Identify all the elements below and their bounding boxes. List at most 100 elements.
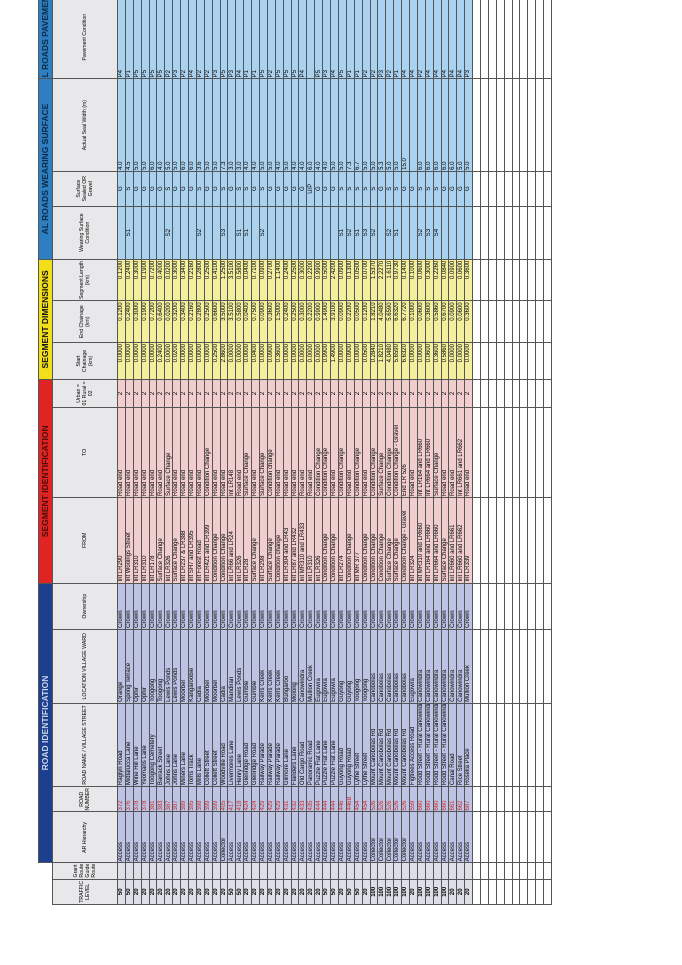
cell-to: Road end [362, 407, 370, 498]
cell-wearing-surface-condition [283, 206, 292, 260]
empty-cell [535, 583, 544, 630]
cell-segment-length: 2.4200 [330, 259, 339, 301]
cell-end-chainage: 0.0900 [259, 300, 268, 343]
cell-to: Road end [133, 407, 142, 498]
column-header-row: TRAFFIC LEVEL Grant Route Guide Route AR H… [52, 0, 118, 905]
empty-cell [504, 862, 513, 880]
cell-surface-type: S [362, 171, 370, 207]
cell-end-chainage: 0.2800 [196, 300, 205, 343]
cell-from: Int LR28 [243, 497, 252, 584]
cell-location: Lewis Ponds [235, 629, 244, 704]
cell-surface-type: G [227, 171, 236, 207]
cell-ownership: Crown [464, 583, 473, 630]
cell-surface-type: G [322, 171, 331, 207]
cell-location: Orange [117, 629, 126, 704]
cell-ar-hierarchy: Access [448, 812, 457, 863]
cell-grant-route [141, 862, 150, 880]
cell-from: Condition Change [212, 497, 221, 584]
cell-location: Mandiran [227, 629, 236, 704]
cell-start-chainage: 0.0000 [464, 342, 473, 380]
cell-grant-route [385, 862, 394, 880]
cell-end-chainage: 3.9100 [330, 300, 339, 343]
empty-cell [543, 812, 552, 863]
empty-cell [504, 78, 513, 172]
cell-urban-rural: 2 [275, 379, 284, 408]
empty-cell [535, 342, 544, 380]
cell-grant-route [125, 862, 134, 880]
cell-traffic-level: 50 [346, 879, 355, 905]
empty-row [480, 0, 489, 905]
cell-surface-type: S [243, 171, 252, 207]
cell-road-number: 387 [172, 786, 181, 812]
cell-segment-length: 0.0600 [456, 259, 465, 301]
cell-end-chainage: 0.0900 [448, 300, 457, 343]
cell-road-number: 398 [196, 786, 205, 812]
empty-cell [543, 206, 552, 260]
cell-urban-rural: 2 [433, 379, 442, 408]
cell-ar-hierarchy: Access [291, 812, 299, 863]
cell-surface-type: G [456, 171, 465, 207]
empty-cell [480, 259, 489, 301]
cell-end-chainage: 0.5800 [235, 300, 244, 343]
header-pavement-condition: Pavement Condition [52, 0, 118, 79]
cell-traffic-level: 20 [251, 879, 260, 905]
empty-cell [480, 0, 489, 79]
cell-from: Int LR660 and LR662 [456, 497, 465, 584]
empty-cell [472, 629, 481, 704]
cell-seal-width: 6.0 [149, 78, 157, 172]
cell-wearing-surface-condition [275, 206, 284, 260]
cell-location: Toogong [362, 629, 370, 704]
empty-cell [512, 497, 520, 584]
cell-to: Road end [220, 407, 228, 498]
cell-grant-route [212, 862, 221, 880]
cell-road-number: 383 [156, 786, 165, 812]
cell-road-number: 444 [314, 786, 323, 812]
cell-seal-width: 6.0 [188, 78, 197, 172]
cell-surface-type: G [251, 171, 260, 207]
empty-cell [543, 879, 552, 905]
table-row: 100 Access 660 Rodd Street - Rural Canowind… [425, 0, 434, 905]
cell-location: Lewis Ponds [164, 629, 173, 704]
table-row: 20 Access 687 Rosella Place Mullion Creek Cro… [464, 0, 473, 905]
cell-seal-width: 4.0 [156, 78, 165, 172]
cell-from: Int LR310 [133, 497, 142, 584]
cell-road-number: 446 [338, 786, 347, 812]
cell-grant-route [338, 862, 347, 880]
cell-grant-route [354, 862, 363, 880]
empty-cell [519, 379, 528, 408]
cell-ownership: Crown [401, 583, 410, 630]
cell-road-number: 526 [401, 786, 410, 812]
cell-wearing-surface-condition: S3 [362, 206, 370, 260]
empty-cell [504, 171, 513, 207]
table-row: 50 Access 444 Puzzle Flat Lane Eugowra Crown C… [322, 0, 331, 905]
cell-to: Road end [149, 407, 157, 498]
cell-traffic-level: 50 [117, 879, 126, 905]
empty-cell [472, 300, 481, 343]
cell-traffic-level: 20 [409, 879, 418, 905]
cell-end-chainage: 0.3600 [464, 300, 473, 343]
cell-grant-route [377, 862, 386, 880]
cell-wearing-surface-condition [212, 206, 221, 260]
empty-cell [504, 259, 513, 301]
cell-road-number: 660 [441, 786, 449, 812]
cell-start-chainage: 0.0000 [125, 342, 134, 380]
table-row: 50 Access 376 Midlalucca Lane Spring Terrace… [125, 0, 134, 905]
cell-grant-route [156, 862, 165, 880]
cell-to: Int LR661 and LR662 [456, 407, 465, 498]
cell-from: Surface Change [156, 497, 165, 584]
empty-cell [512, 259, 520, 301]
cell-segment-length: 0.4000 [156, 259, 165, 301]
empty-cell [480, 342, 489, 380]
cell-surface-type: G [212, 171, 221, 207]
cell-traffic-level: 100 [433, 879, 442, 905]
cell-end-chainage: 0.0600 [456, 300, 465, 343]
table-row: 20 Access 432 Flanders Lane Molong Crown Int L… [291, 0, 299, 905]
cell-location: Spring Terrace [125, 629, 134, 704]
empty-cell [543, 342, 552, 380]
empty-cell [472, 703, 481, 787]
cell-ownership: Crown [196, 583, 205, 630]
cell-to: Int LR164 and LR660 [417, 407, 426, 498]
cell-ownership: Crown [456, 583, 465, 630]
cell-end-chainage: 0.5860 [433, 300, 442, 343]
cell-to: Surface Change [433, 407, 442, 498]
